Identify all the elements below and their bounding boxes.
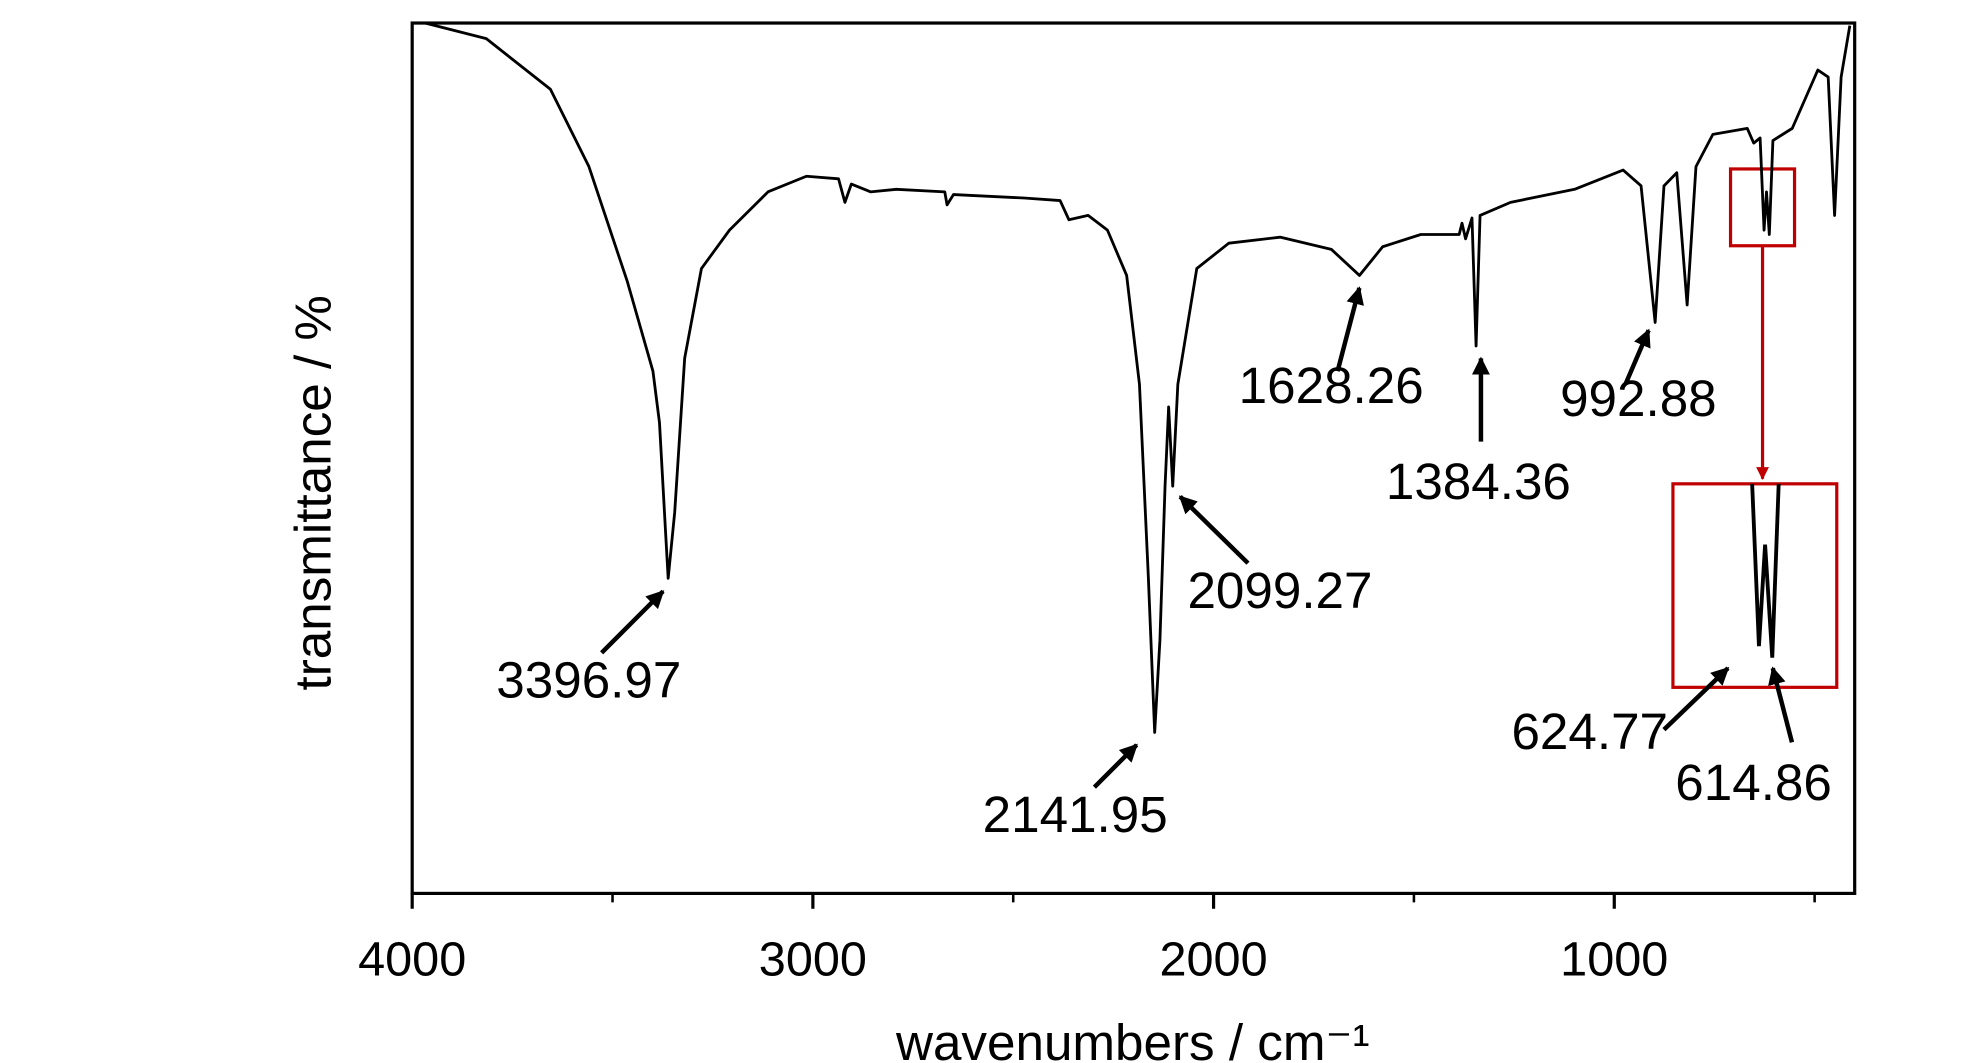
peak-label: 1628.26 <box>1239 357 1424 414</box>
peak-arrow <box>600 589 665 655</box>
peak-label: 3396.97 <box>496 652 681 709</box>
peak-label: 624.77 <box>1511 703 1668 760</box>
peak-arrow <box>1623 328 1651 385</box>
peak-label: 2099.27 <box>1187 562 1372 619</box>
inset-line <box>1750 483 1781 658</box>
peak-arrow <box>1335 286 1364 372</box>
plot-frame <box>410 21 1857 896</box>
peak-label: 614.86 <box>1675 754 1832 811</box>
peak-label: 992.88 <box>1560 370 1717 427</box>
peak-label: 2141.95 <box>983 786 1168 843</box>
inset-frame <box>1671 482 1839 689</box>
peak-label: 1384.36 <box>1386 453 1571 510</box>
spectrum-line <box>424 21 1852 734</box>
peak-arrow <box>1178 495 1250 565</box>
peak-arrow <box>1768 666 1795 743</box>
x-tick-label: 1000 <box>1560 932 1668 986</box>
peak-arrow <box>1662 666 1730 732</box>
peak-arrow <box>1092 743 1139 789</box>
x-axis-title: wavenumbers / cm⁻¹ <box>895 1014 1370 1063</box>
x-tick-label: 2000 <box>1159 932 1267 986</box>
x-tick-label: 3000 <box>759 932 867 986</box>
y-axis-title: transmittance / % <box>284 295 341 690</box>
x-tick-label: 4000 <box>358 932 466 986</box>
